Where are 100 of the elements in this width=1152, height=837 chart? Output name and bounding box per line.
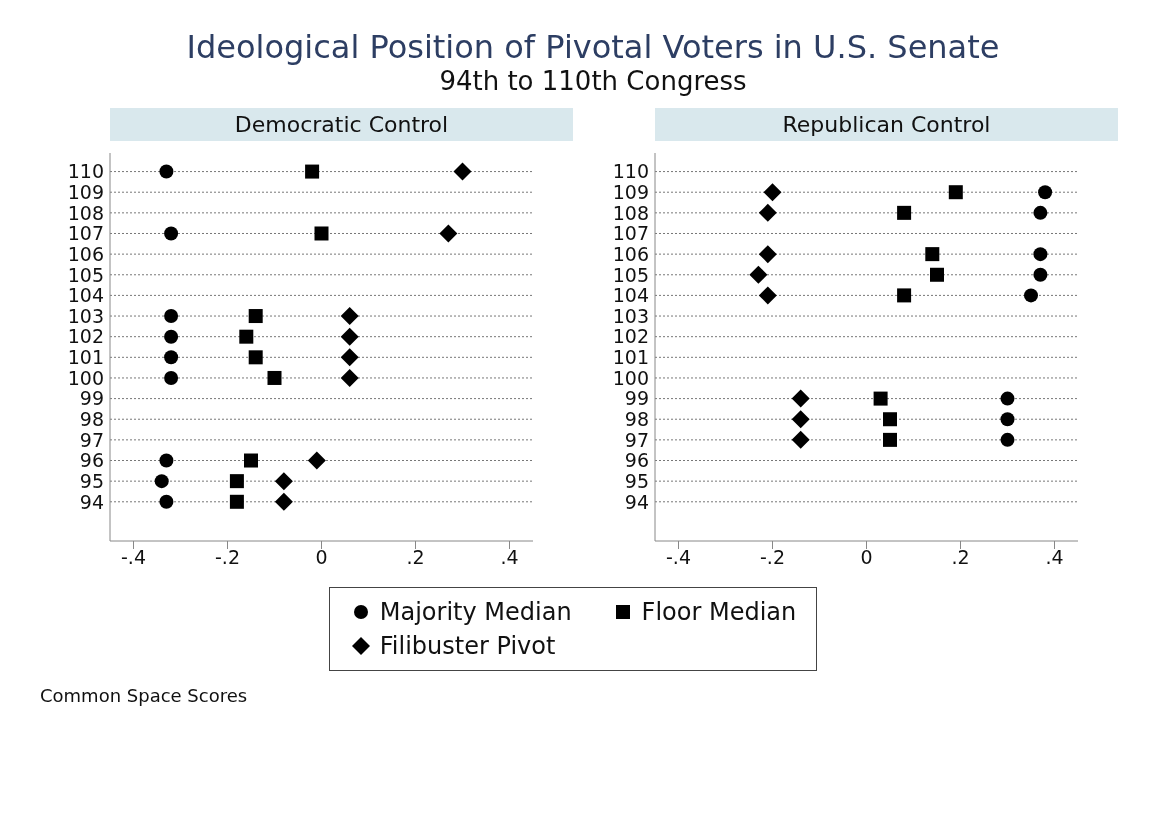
y-tick-label: 109	[612, 180, 649, 203]
point	[897, 288, 912, 303]
point	[1000, 412, 1015, 427]
point	[873, 391, 888, 406]
text: 94th to 110th Congress	[438, 66, 748, 96]
x-tick-label: .4	[500, 546, 519, 569]
point	[164, 350, 179, 365]
point	[340, 368, 359, 387]
y-tick-label: 104	[67, 284, 104, 307]
point	[248, 350, 263, 365]
point	[159, 494, 174, 509]
point	[1033, 247, 1048, 262]
x-tick-label: .4	[1045, 546, 1064, 569]
point	[791, 410, 810, 429]
y-tick-label: 95	[624, 469, 649, 492]
point	[758, 245, 777, 264]
y-tick-label: 106	[67, 242, 104, 265]
y-tick-label: 99	[624, 387, 649, 410]
point	[159, 453, 174, 468]
point	[1000, 391, 1015, 406]
x-tick-label: .2	[406, 546, 425, 569]
legend-label: Filibuster Pivot	[379, 632, 556, 660]
y-tick-label: 97	[624, 428, 649, 451]
point	[164, 226, 179, 241]
point	[925, 247, 940, 262]
y-tick-label: 95	[79, 469, 104, 492]
point	[1033, 205, 1048, 220]
y-tick-label: 107	[67, 222, 104, 245]
point	[164, 329, 179, 344]
point	[1024, 288, 1038, 303]
point	[248, 309, 263, 324]
x-tick-label: -.4	[121, 546, 146, 569]
y-tick-label: 103	[67, 304, 104, 327]
point	[305, 164, 320, 179]
y-tick-label: 100	[67, 366, 104, 389]
point	[758, 286, 777, 305]
point	[1033, 267, 1048, 282]
point	[340, 327, 359, 346]
point	[164, 370, 179, 385]
point	[930, 267, 944, 282]
y-tick-label: 102	[612, 325, 649, 348]
y-tick-label: 101	[612, 346, 649, 369]
point	[274, 492, 293, 511]
point	[164, 309, 179, 324]
y-tick-label: 110	[612, 160, 649, 183]
point	[154, 474, 169, 489]
point	[274, 472, 293, 491]
y-tick-label: 109	[67, 180, 104, 203]
chart-title: Democratic Control	[110, 108, 573, 141]
y-tick-label: 97	[79, 428, 104, 451]
y-tick-label: 98	[624, 407, 649, 430]
y-tick-label: 102	[67, 325, 104, 348]
text: Ideological Position of Pivotal Voters in U.S. Senate	[185, 28, 1001, 66]
point	[229, 474, 244, 489]
x-tick-label: .2	[951, 546, 970, 569]
point	[948, 185, 963, 200]
legend-label: Floor Median	[641, 598, 797, 626]
legend-label: Majority Median	[379, 598, 572, 626]
point	[439, 224, 458, 243]
x-tick-label: -.2	[215, 546, 240, 569]
y-tick-label: 99	[79, 387, 104, 410]
point	[307, 451, 326, 470]
x-tick-label: -.4	[666, 546, 691, 569]
point	[1038, 185, 1053, 200]
y-tick-label: 96	[624, 449, 649, 472]
point	[1000, 432, 1015, 447]
y-tick-label: 108	[67, 201, 104, 224]
x-tick-label: 0	[315, 546, 328, 569]
text: Common Space Scores	[40, 685, 249, 706]
y-tick-label: 105	[67, 263, 104, 286]
point	[244, 453, 258, 468]
y-tick-label: 106	[612, 242, 649, 265]
y-tick-label: 105	[612, 263, 649, 286]
y-tick-label: 107	[612, 222, 649, 245]
y-tick-label: 104	[612, 284, 649, 307]
point	[340, 307, 359, 326]
point	[229, 494, 244, 509]
point	[340, 348, 359, 367]
point	[267, 370, 282, 385]
y-tick-label: 108	[612, 201, 649, 224]
y-tick-label: 110	[67, 160, 104, 183]
point	[897, 205, 912, 220]
y-tick-label: 100	[612, 366, 649, 389]
y-tick-label: 101	[67, 346, 104, 369]
chart-title: Republican Control	[655, 108, 1118, 141]
y-tick-label: 96	[79, 449, 104, 472]
point	[883, 432, 897, 447]
point	[791, 430, 810, 449]
point	[791, 389, 810, 408]
y-tick-label: 94	[624, 490, 649, 513]
y-tick-label: 98	[79, 407, 104, 430]
point	[763, 183, 782, 202]
point	[453, 162, 472, 181]
point	[159, 164, 174, 179]
x-tick-label: 0	[860, 546, 873, 569]
y-tick-label: 94	[79, 490, 104, 513]
y-tick-label: 103	[612, 304, 649, 327]
point	[749, 265, 768, 284]
point	[314, 226, 329, 241]
point	[239, 329, 254, 344]
